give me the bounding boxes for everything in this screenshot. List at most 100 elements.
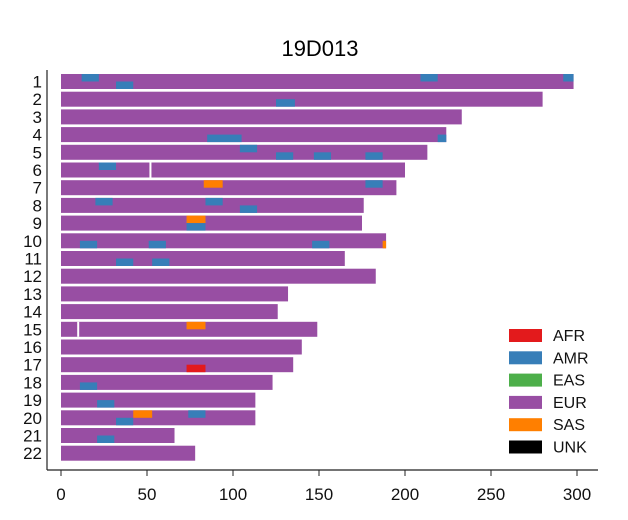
chromosome-label: 22 xyxy=(23,444,42,463)
chromosome-17 xyxy=(61,357,294,373)
chromosome-bar xyxy=(61,251,345,266)
legend-item-unk: UNK xyxy=(509,440,587,457)
chromosome-bar xyxy=(61,392,256,408)
centromere-gap xyxy=(77,321,80,337)
ancestry-segment-amr xyxy=(95,197,113,206)
chromosome-15 xyxy=(61,321,318,337)
chromosome-8 xyxy=(61,197,364,213)
ancestry-segment-amr xyxy=(97,400,115,408)
ancestry-segment-amr xyxy=(365,152,383,160)
ancestry-segment-amr xyxy=(239,144,258,153)
chromosome-label: 6 xyxy=(33,161,42,180)
chromosome-label: 10 xyxy=(23,232,42,251)
legend-swatch xyxy=(509,329,542,342)
ancestry-segment-sas xyxy=(133,410,153,418)
chromosome-label: 21 xyxy=(23,427,42,446)
ancestry-segment-sas xyxy=(382,240,387,249)
chromosome-16 xyxy=(61,339,302,355)
chromosome-label: 16 xyxy=(23,338,42,357)
x-tick-label: 100 xyxy=(219,485,247,504)
chromosome-bar xyxy=(61,304,278,320)
chromosome-label: 17 xyxy=(23,356,42,375)
ancestry-segment-amr xyxy=(188,410,206,418)
legend-label: UNK xyxy=(553,440,587,457)
ancestry-segment-amr xyxy=(205,197,223,206)
ancestry-segment-amr xyxy=(420,74,438,82)
chromosome-19 xyxy=(61,392,256,408)
chromosome-bar xyxy=(61,410,256,426)
chromosome-label: 20 xyxy=(23,409,42,428)
chromosome-13 xyxy=(61,286,289,302)
ancestry-segment-amr xyxy=(563,74,574,82)
legend-label: AMR xyxy=(553,350,589,367)
legend-item-eur: EUR xyxy=(509,395,587,412)
chromosome-label: 8 xyxy=(33,196,42,215)
chromosome-1 xyxy=(61,74,574,89)
chromosome-3 xyxy=(61,109,462,125)
chromosome-bar xyxy=(61,127,447,143)
chromosome-10 xyxy=(61,233,387,249)
chromosome-label: 5 xyxy=(33,143,42,162)
chromosome-4 xyxy=(61,127,447,143)
ancestry-segment-amr xyxy=(437,134,447,143)
legend-item-sas: SAS xyxy=(509,417,585,434)
chromosome-18 xyxy=(61,374,273,390)
centromere-gap xyxy=(149,162,152,178)
ancestry-segment-amr xyxy=(207,134,242,143)
chromosome-label: 15 xyxy=(23,320,42,339)
chromosome-label: 18 xyxy=(23,373,42,392)
ancestry-segment-sas xyxy=(186,321,206,330)
chromosome-label: 2 xyxy=(33,90,42,109)
chromosome-2 xyxy=(61,91,543,107)
chromosome-12 xyxy=(61,268,376,284)
chromosome-bars xyxy=(61,74,574,461)
chromosome-20 xyxy=(61,410,256,426)
chromosome-label: 7 xyxy=(33,179,42,198)
x-tick-label: 150 xyxy=(305,485,333,504)
legend-swatch xyxy=(509,418,542,432)
chromosome-bar xyxy=(61,357,294,373)
legend-swatch xyxy=(509,351,542,365)
x-tick-label: 300 xyxy=(563,485,591,504)
legend: AFR AMR EAS EUR SAS UNK xyxy=(509,328,589,457)
x-tick-label: 200 xyxy=(391,485,419,504)
ancestry-segment-amr xyxy=(81,74,99,82)
x-axis-ticks: 0 50 100 150 200 250 300 xyxy=(56,470,591,504)
ancestry-segment-amr xyxy=(276,152,294,160)
ancestry-segment-amr xyxy=(98,162,117,170)
legend-swatch xyxy=(509,373,542,387)
ancestry-segment-amr xyxy=(116,81,134,89)
chromosome-5 xyxy=(61,144,428,160)
x-tick-label: 50 xyxy=(138,485,157,504)
chromosome-bar xyxy=(61,74,574,89)
chromosome-bar xyxy=(61,91,543,107)
chromosome-label: 14 xyxy=(23,303,42,322)
legend-item-amr: AMR xyxy=(509,350,589,367)
legend-label: SAS xyxy=(553,417,585,434)
chromosome-9 xyxy=(61,215,362,231)
chromosome-label: 9 xyxy=(33,214,42,233)
legend-label: EAS xyxy=(553,373,585,390)
chromosome-22 xyxy=(61,445,196,461)
chromosome-label: 19 xyxy=(23,391,42,410)
ancestry-segment-amr xyxy=(148,240,166,249)
chromosome-6 xyxy=(61,162,405,178)
ancestry-segment-afr xyxy=(186,364,206,373)
ancestry-segment-amr xyxy=(312,240,330,249)
chromosome-14 xyxy=(61,304,278,320)
ancestry-segment-amr xyxy=(79,240,98,249)
ancestry-segment-sas xyxy=(186,215,206,224)
legend-swatch xyxy=(509,395,542,409)
chromosome-bar xyxy=(61,180,397,196)
ancestry-segment-amr xyxy=(313,152,332,160)
legend-item-afr: AFR xyxy=(509,328,585,345)
chromosome-label: 13 xyxy=(23,285,42,304)
chromosome-label: 11 xyxy=(24,250,42,269)
chromosome-bar xyxy=(61,215,362,231)
chromosome-bar xyxy=(61,268,376,284)
legend-label: EUR xyxy=(553,395,587,412)
chromosome-bar xyxy=(61,109,462,125)
chromosome-bar xyxy=(61,428,175,443)
chart-title: 19D013 xyxy=(281,36,358,61)
